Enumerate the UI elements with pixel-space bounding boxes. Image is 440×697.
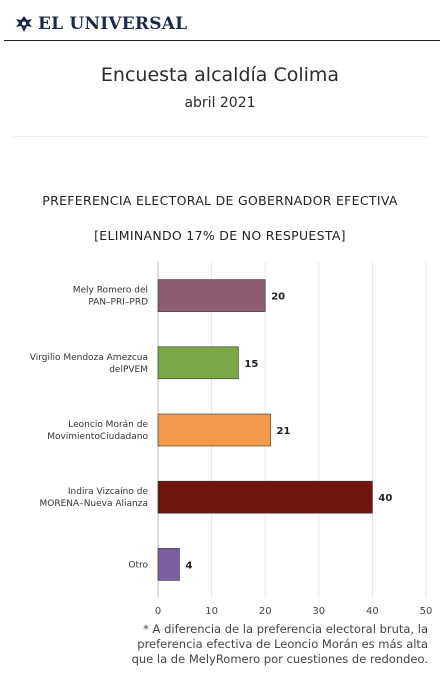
data-label: 15 [244,359,258,370]
data-label: 20 [271,292,285,303]
category-label: Mely Romero del PAN–PRI–PRD [73,286,148,308]
x-tick-label: 50 [420,606,433,617]
bar [157,413,271,447]
category-label: Virgilio Mendoza Amezcua delPVEM [30,353,148,375]
x-tick-label: 30 [312,606,325,617]
page-title: Encuesta alcaldía Colima [100,64,340,86]
x-tick-label: 40 [366,606,379,617]
data-label: 40 [378,493,392,504]
header-divider [4,40,440,41]
footnote: * A diferencia de la preferencia elector… [131,622,428,666]
bar [157,346,239,380]
page-subtitle: abril 2021 [184,95,256,111]
x-tick-label: 0 [155,606,161,617]
data-label: 4 [185,560,192,571]
chart-subtitle: [ELIMINANDO 17% DE NO RESPUESTA] [94,228,346,243]
x-tick-label: 10 [205,606,218,617]
section-divider [14,136,426,137]
bar [157,548,180,581]
category-label: Otro [128,560,148,570]
bar [157,279,266,312]
data-label: 21 [277,426,291,437]
bar [157,480,373,514]
brand-logo[interactable]: EL UNIVERSAL [14,14,187,34]
brand-name: EL UNIVERSAL [38,14,188,34]
eagle-logo-icon [16,16,32,32]
x-tick-label: 20 [259,606,272,617]
category-label: Indira Vizcaíno de MORENA–Nueva Alianza [40,487,149,509]
chart-title: PREFERENCIA ELECTORAL DE GOBERNADOR EFEC… [42,193,398,208]
category-label: Leoncio Morán de MovimientoCiudadano [47,420,148,442]
